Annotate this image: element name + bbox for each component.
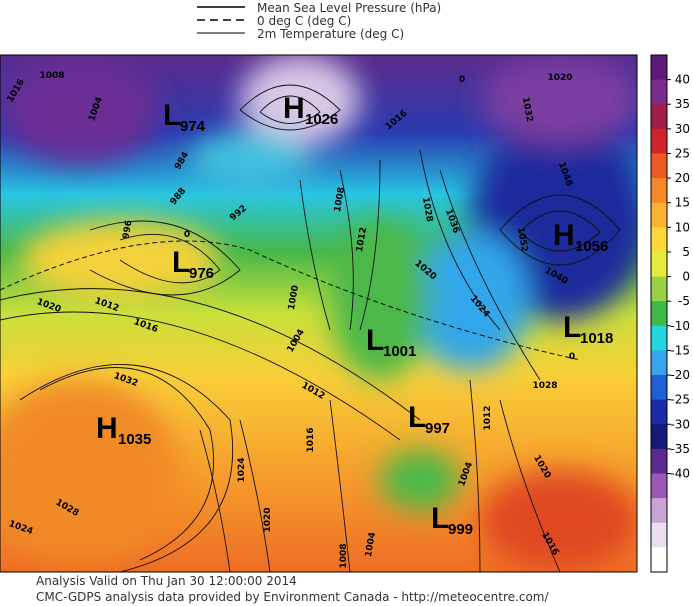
colorbar-label: 0 [682, 270, 690, 284]
system-value: 1056 [575, 238, 608, 255]
colorbar-label: -30 [670, 417, 690, 431]
isobar-label: 1012 [483, 405, 493, 430]
system-value: 1018 [580, 330, 613, 347]
system-value: 997 [425, 420, 450, 437]
colorbar-swatch [651, 522, 667, 548]
legend-label: 2m Temperature (deg C) [257, 27, 404, 41]
system-letter: L [408, 401, 426, 434]
system-letter: H [96, 412, 118, 445]
system-value: 1026 [305, 111, 338, 128]
colorbar-label: 20 [675, 171, 690, 185]
colorbar-label: -10 [670, 319, 690, 333]
system-value: 1001 [383, 343, 416, 360]
colorbar-swatch [651, 325, 667, 351]
system-letter: L [163, 99, 181, 132]
isobar-label: 1008 [39, 71, 64, 81]
isobar-label: 1024 [237, 457, 247, 482]
isobar-label: 0 [569, 352, 575, 362]
isobar-label: 1000 [287, 284, 301, 310]
colorbar-swatch [651, 202, 667, 228]
colorbar-swatch [651, 104, 667, 130]
colorbar-swatch [651, 498, 667, 524]
colorbar-label: 15 [675, 196, 690, 210]
isobar-label: 1020 [547, 73, 572, 83]
colorbar-swatch [651, 350, 667, 376]
system-value: 976 [189, 265, 214, 282]
colorbar-label: -25 [670, 393, 690, 407]
colorbar-swatch [651, 55, 667, 81]
isobar-label: 1032 [520, 96, 534, 122]
colorbar-label: -20 [670, 368, 690, 382]
legend-label: 0 deg C (deg C) [257, 14, 351, 28]
isobar-label: 1008 [339, 543, 349, 568]
system-letter: H [553, 219, 575, 252]
system-value: 974 [180, 118, 206, 135]
system-letter: L [172, 246, 190, 279]
isobar-label: 1028 [420, 196, 434, 222]
isobar-label: 0 [184, 230, 190, 240]
colorbar-label: -5 [678, 294, 690, 308]
system-letter: L [563, 311, 581, 344]
footer-text: Analysis Valid on Thu Jan 30 12:00:00 20… [36, 574, 297, 588]
colorbar-swatch [651, 227, 667, 253]
isobar-label: 1004 [364, 531, 378, 557]
isobar-label: 1020 [263, 507, 273, 532]
colorbar-label: -40 [670, 467, 690, 481]
colorbar-swatch [651, 448, 667, 475]
colorbar-label: 10 [675, 220, 690, 234]
colorbar-frame [650, 54, 668, 573]
colorbar-label: 40 [675, 73, 690, 87]
isobar-label: 1028 [532, 381, 557, 391]
colorbar-label: 5 [682, 245, 690, 259]
system-letter: H [283, 92, 305, 125]
colorbar-swatch [651, 153, 667, 179]
colorbar-swatch [651, 547, 667, 573]
system-value: 1035 [118, 431, 151, 448]
colorbar-swatch [651, 251, 667, 278]
legend-label: Mean Sea Level Pressure (hPa) [257, 1, 441, 15]
colorbar-swatch [651, 79, 667, 105]
colorbar-swatch [651, 128, 667, 154]
colorbar-swatch [651, 375, 667, 401]
isobar-label: 1008 [333, 186, 347, 212]
map-frame [0, 54, 638, 573]
colorbar-swatch [651, 473, 667, 499]
isobar-label: 1016 [306, 427, 316, 452]
isobar-label: 996 [121, 220, 134, 240]
footer-text: CMC-GDPS analysis data provided by Envir… [36, 590, 549, 604]
map-area [0, 55, 637, 572]
system-letter: L [366, 324, 384, 357]
pressure-system: H 1056 [553, 219, 608, 255]
pressure-system: H 1026 [283, 92, 338, 128]
system-letter: L [431, 502, 449, 535]
colorbar-swatch [651, 301, 667, 327]
legend [197, 6, 245, 34]
system-value: 999 [448, 521, 473, 538]
isobar-label: 1052 [515, 226, 529, 252]
isobar-label: 1012 [355, 226, 369, 252]
colorbar-swatch [651, 276, 667, 302]
colorbar-label: 25 [675, 146, 690, 160]
colorbar-label: 30 [675, 122, 690, 136]
isobar-label: 0 [459, 75, 465, 85]
colorbar-swatch [651, 424, 667, 450]
pressure-system: H 1035 [96, 412, 151, 448]
colorbar-label: -15 [670, 343, 690, 357]
colorbar-label: 35 [675, 97, 690, 111]
colorbar-swatch [651, 178, 667, 204]
colorbar-swatch [651, 399, 667, 425]
colorbar-label: -35 [670, 442, 690, 456]
